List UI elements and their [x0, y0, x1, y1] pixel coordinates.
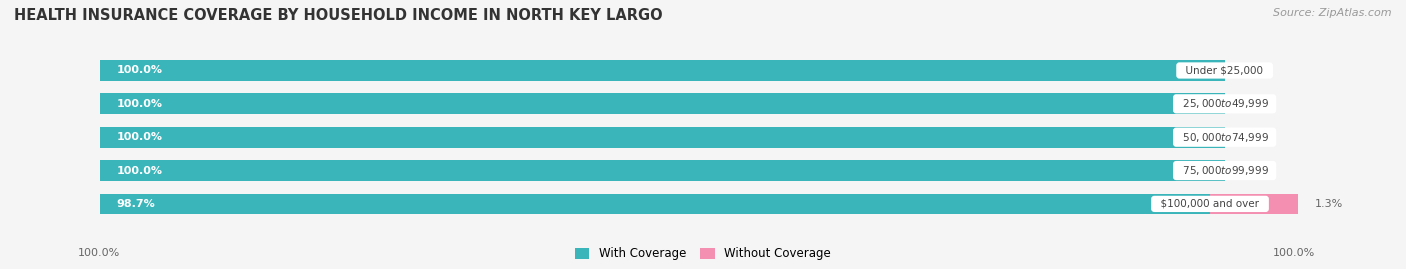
Text: 100.0%: 100.0%	[117, 99, 163, 109]
Bar	[100, 60, 1225, 81]
Text: Source: ZipAtlas.com: Source: ZipAtlas.com	[1274, 8, 1392, 18]
Text: 0.0%: 0.0%	[1241, 132, 1270, 142]
Text: 100.0%: 100.0%	[117, 65, 163, 76]
Text: $75,000 to $99,999: $75,000 to $99,999	[1177, 164, 1272, 177]
Text: 98.7%: 98.7%	[117, 199, 156, 209]
Text: $50,000 to $74,999: $50,000 to $74,999	[1177, 131, 1272, 144]
Bar	[1211, 194, 1298, 214]
Text: 1.3%: 1.3%	[1315, 199, 1343, 209]
Text: $25,000 to $49,999: $25,000 to $49,999	[1177, 97, 1272, 110]
Text: 0.0%: 0.0%	[1241, 65, 1270, 76]
Text: 100.0%: 100.0%	[77, 248, 120, 258]
Bar	[100, 160, 1225, 181]
Text: $100,000 and over: $100,000 and over	[1154, 199, 1265, 209]
Text: 100.0%: 100.0%	[117, 132, 163, 142]
Bar	[100, 194, 1211, 214]
Bar	[100, 194, 1225, 214]
Bar	[100, 94, 1225, 114]
Text: 0.0%: 0.0%	[1241, 165, 1270, 176]
Bar	[100, 160, 1225, 181]
Text: 100.0%: 100.0%	[1272, 248, 1315, 258]
Bar	[100, 94, 1225, 114]
Text: Under $25,000: Under $25,000	[1180, 65, 1270, 76]
Text: 0.0%: 0.0%	[1241, 99, 1270, 109]
Text: 100.0%: 100.0%	[117, 165, 163, 176]
Bar	[100, 127, 1225, 147]
Text: HEALTH INSURANCE COVERAGE BY HOUSEHOLD INCOME IN NORTH KEY LARGO: HEALTH INSURANCE COVERAGE BY HOUSEHOLD I…	[14, 8, 662, 23]
Legend: With Coverage, Without Coverage: With Coverage, Without Coverage	[575, 247, 831, 260]
Bar	[100, 60, 1225, 81]
Bar	[100, 127, 1225, 147]
